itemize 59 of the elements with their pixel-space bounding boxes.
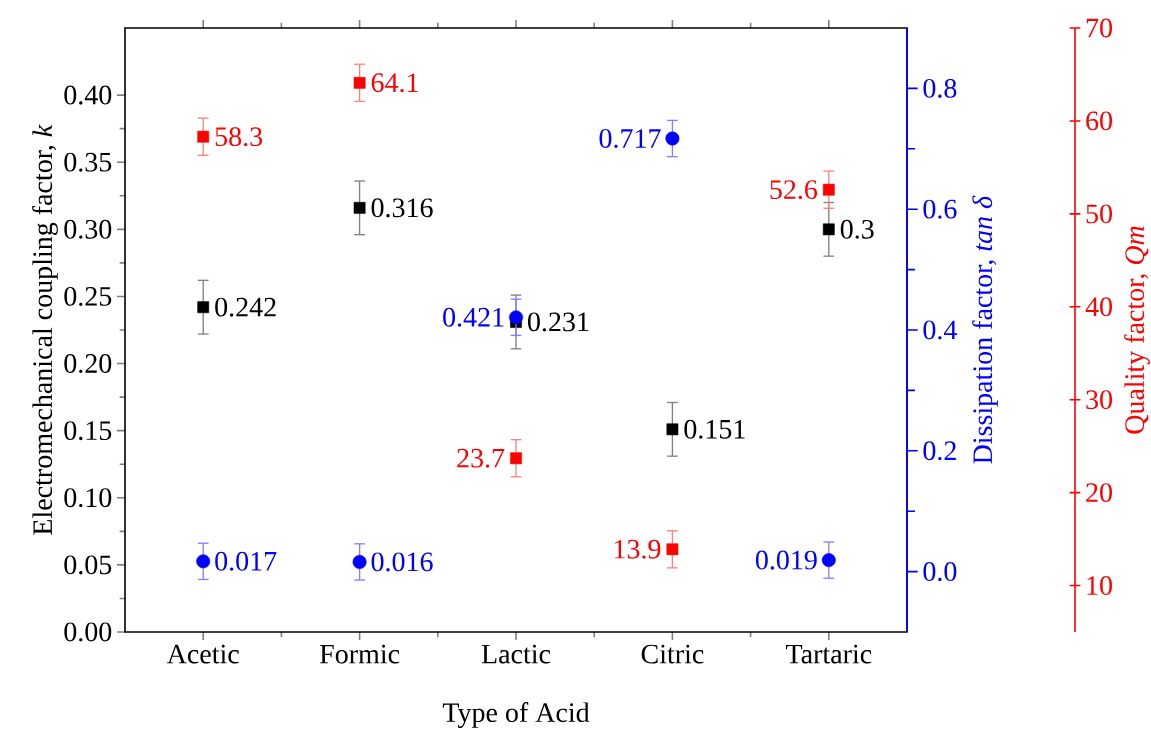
point (197, 301, 210, 314)
data-label: 0.017 (215, 551, 277, 571)
y3-tick-label: 50 (1086, 204, 1112, 224)
x-tick-label: Formic (319, 644, 400, 664)
y2-tick-label: 0.8 (923, 78, 957, 98)
y2-tick-label: 0.2 (923, 441, 956, 461)
x-tick-label: Tartaric (785, 644, 872, 664)
y2-tick-label: 0.6 (923, 199, 957, 219)
x-axis-title: Type of Acid (442, 702, 590, 728)
y3-tick-label: 30 (1086, 390, 1112, 410)
x-tick-label: Citric (641, 644, 704, 664)
x-tick-label: Lactic (481, 644, 551, 664)
point (822, 183, 835, 196)
y3-tick-label: 60 (1086, 111, 1112, 131)
data-label: 0.3 (840, 219, 874, 239)
y3-tick-label: 20 (1086, 483, 1112, 503)
y-tick-label: 0.20 (64, 354, 112, 374)
y2-axis-title: Dissipation factor, tan δ (972, 195, 998, 464)
y-tick-label: 0.15 (64, 421, 112, 441)
y3-axis-title: Quality factor, Qm (1124, 226, 1150, 434)
data-label: 0.019 (755, 550, 817, 570)
point (196, 554, 211, 569)
x-tick-label: Acetic (166, 644, 239, 664)
point (821, 553, 836, 568)
point (665, 131, 680, 146)
y-tick-label: 0.25 (64, 286, 112, 306)
y-tick-label: 0.30 (64, 219, 112, 239)
y2-tick-label: 0.0 (923, 562, 957, 582)
y-tick-label: 0.05 (64, 555, 112, 575)
y2-tick-label: 0.4 (923, 320, 957, 340)
data-label: 0.151 (684, 419, 745, 439)
point (666, 543, 679, 556)
data-label: 0.421 (443, 307, 504, 327)
y3-tick-label: 10 (1087, 576, 1112, 595)
data-label: 23.7 (457, 448, 505, 468)
data-label: 0.016 (371, 552, 433, 572)
y-tick-label: 0.00 (64, 622, 112, 642)
point (353, 201, 366, 214)
y-tick-label: 0.40 (64, 85, 112, 105)
data-label: 0.316 (371, 198, 433, 218)
point (510, 452, 522, 465)
data-label: 13.9 (614, 539, 661, 559)
data-label: 0.242 (215, 297, 276, 317)
y-axis-title: Electromechanical coupling factor, k (32, 124, 58, 535)
y-tick-label: 0.35 (64, 152, 112, 172)
point (352, 554, 367, 569)
point (666, 423, 679, 436)
data-label: 52.6 (770, 180, 818, 200)
point (822, 223, 835, 236)
point (197, 130, 210, 143)
y-tick-label: 0.10 (64, 488, 112, 508)
data-label: 0.231 (528, 312, 589, 332)
point (353, 76, 366, 89)
y3-tick-label: 40 (1085, 297, 1112, 317)
data-label: 64.1 (371, 73, 418, 93)
point (509, 310, 523, 325)
y3-tick-label: 70 (1086, 18, 1112, 38)
data-label: 0.717 (599, 129, 661, 149)
data-label: 58.3 (215, 127, 263, 147)
